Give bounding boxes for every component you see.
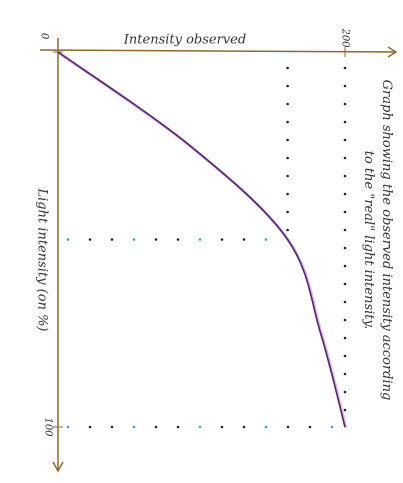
guide-dot <box>264 238 268 241</box>
guide-dot <box>343 246 347 250</box>
guide-dot <box>343 300 347 304</box>
guide-dot <box>88 425 92 429</box>
guide-dot <box>343 336 347 340</box>
guide-dot <box>286 66 289 70</box>
guide-dot <box>343 408 347 412</box>
guide-dot <box>343 228 347 232</box>
guide-dot <box>286 174 289 178</box>
guide-dot <box>242 238 246 241</box>
x-axis-label: Light intensity (on %) <box>35 187 50 331</box>
guide-dot <box>343 120 347 124</box>
guide-dot <box>286 228 289 232</box>
guide-dot <box>66 238 70 241</box>
guide-dot <box>154 425 158 429</box>
guide-dot <box>286 120 289 124</box>
curve <box>57 51 346 428</box>
title-line: Graph showing the observed intensity acc… <box>380 80 395 401</box>
guide-dot <box>343 84 347 88</box>
guide-dot <box>343 66 347 70</box>
guide-dot <box>220 238 224 241</box>
guide-dot <box>343 354 347 358</box>
axis-arrow <box>52 461 64 473</box>
guide-dot <box>343 210 347 214</box>
guide-dot <box>198 425 202 429</box>
guide-dot <box>286 192 289 196</box>
guide-dot <box>286 425 290 429</box>
guide-dot <box>286 84 289 88</box>
guide-dot <box>176 238 180 241</box>
guide-dot <box>88 238 92 241</box>
curve-shadow <box>58 51 348 429</box>
y-axis-label: Intensity observed <box>123 33 246 48</box>
guide-dot <box>343 192 347 196</box>
guide-dot <box>286 156 289 160</box>
guide-dot <box>343 174 347 178</box>
guide-dot <box>286 138 289 142</box>
guide-dot <box>343 282 347 286</box>
guide-dot <box>330 425 334 429</box>
guide-dot <box>242 425 246 429</box>
guide-dot <box>176 425 180 429</box>
axis-arrow <box>387 46 398 58</box>
guide-dot <box>132 425 136 429</box>
guide-dot <box>220 425 224 429</box>
guide-dot <box>343 390 347 394</box>
x-tick-label: 100 <box>43 417 54 437</box>
guide-dot <box>343 372 347 376</box>
guide-dot <box>110 425 114 429</box>
guide-dot <box>110 238 114 241</box>
guide-dot <box>308 425 312 429</box>
guide-dot <box>132 238 136 241</box>
guide-dot <box>343 138 347 142</box>
guide-dot <box>198 238 202 241</box>
guide-dot <box>154 238 158 241</box>
x-tick-label: 0 <box>39 33 50 40</box>
guide-dot <box>343 264 347 268</box>
value-axis <box>39 49 396 53</box>
chart-title: Graph showing the observed intensity acc… <box>362 80 395 401</box>
guide-dot <box>343 102 347 106</box>
guide-dot <box>343 318 347 322</box>
guide-dot <box>286 102 289 106</box>
y-tick-label: 200 <box>340 27 351 48</box>
guide-dot <box>343 156 347 160</box>
title-line: to the "real" light intensity. <box>362 151 377 330</box>
guide-dot <box>286 210 289 214</box>
guide-dot <box>264 425 268 429</box>
guide-dot <box>66 425 70 429</box>
